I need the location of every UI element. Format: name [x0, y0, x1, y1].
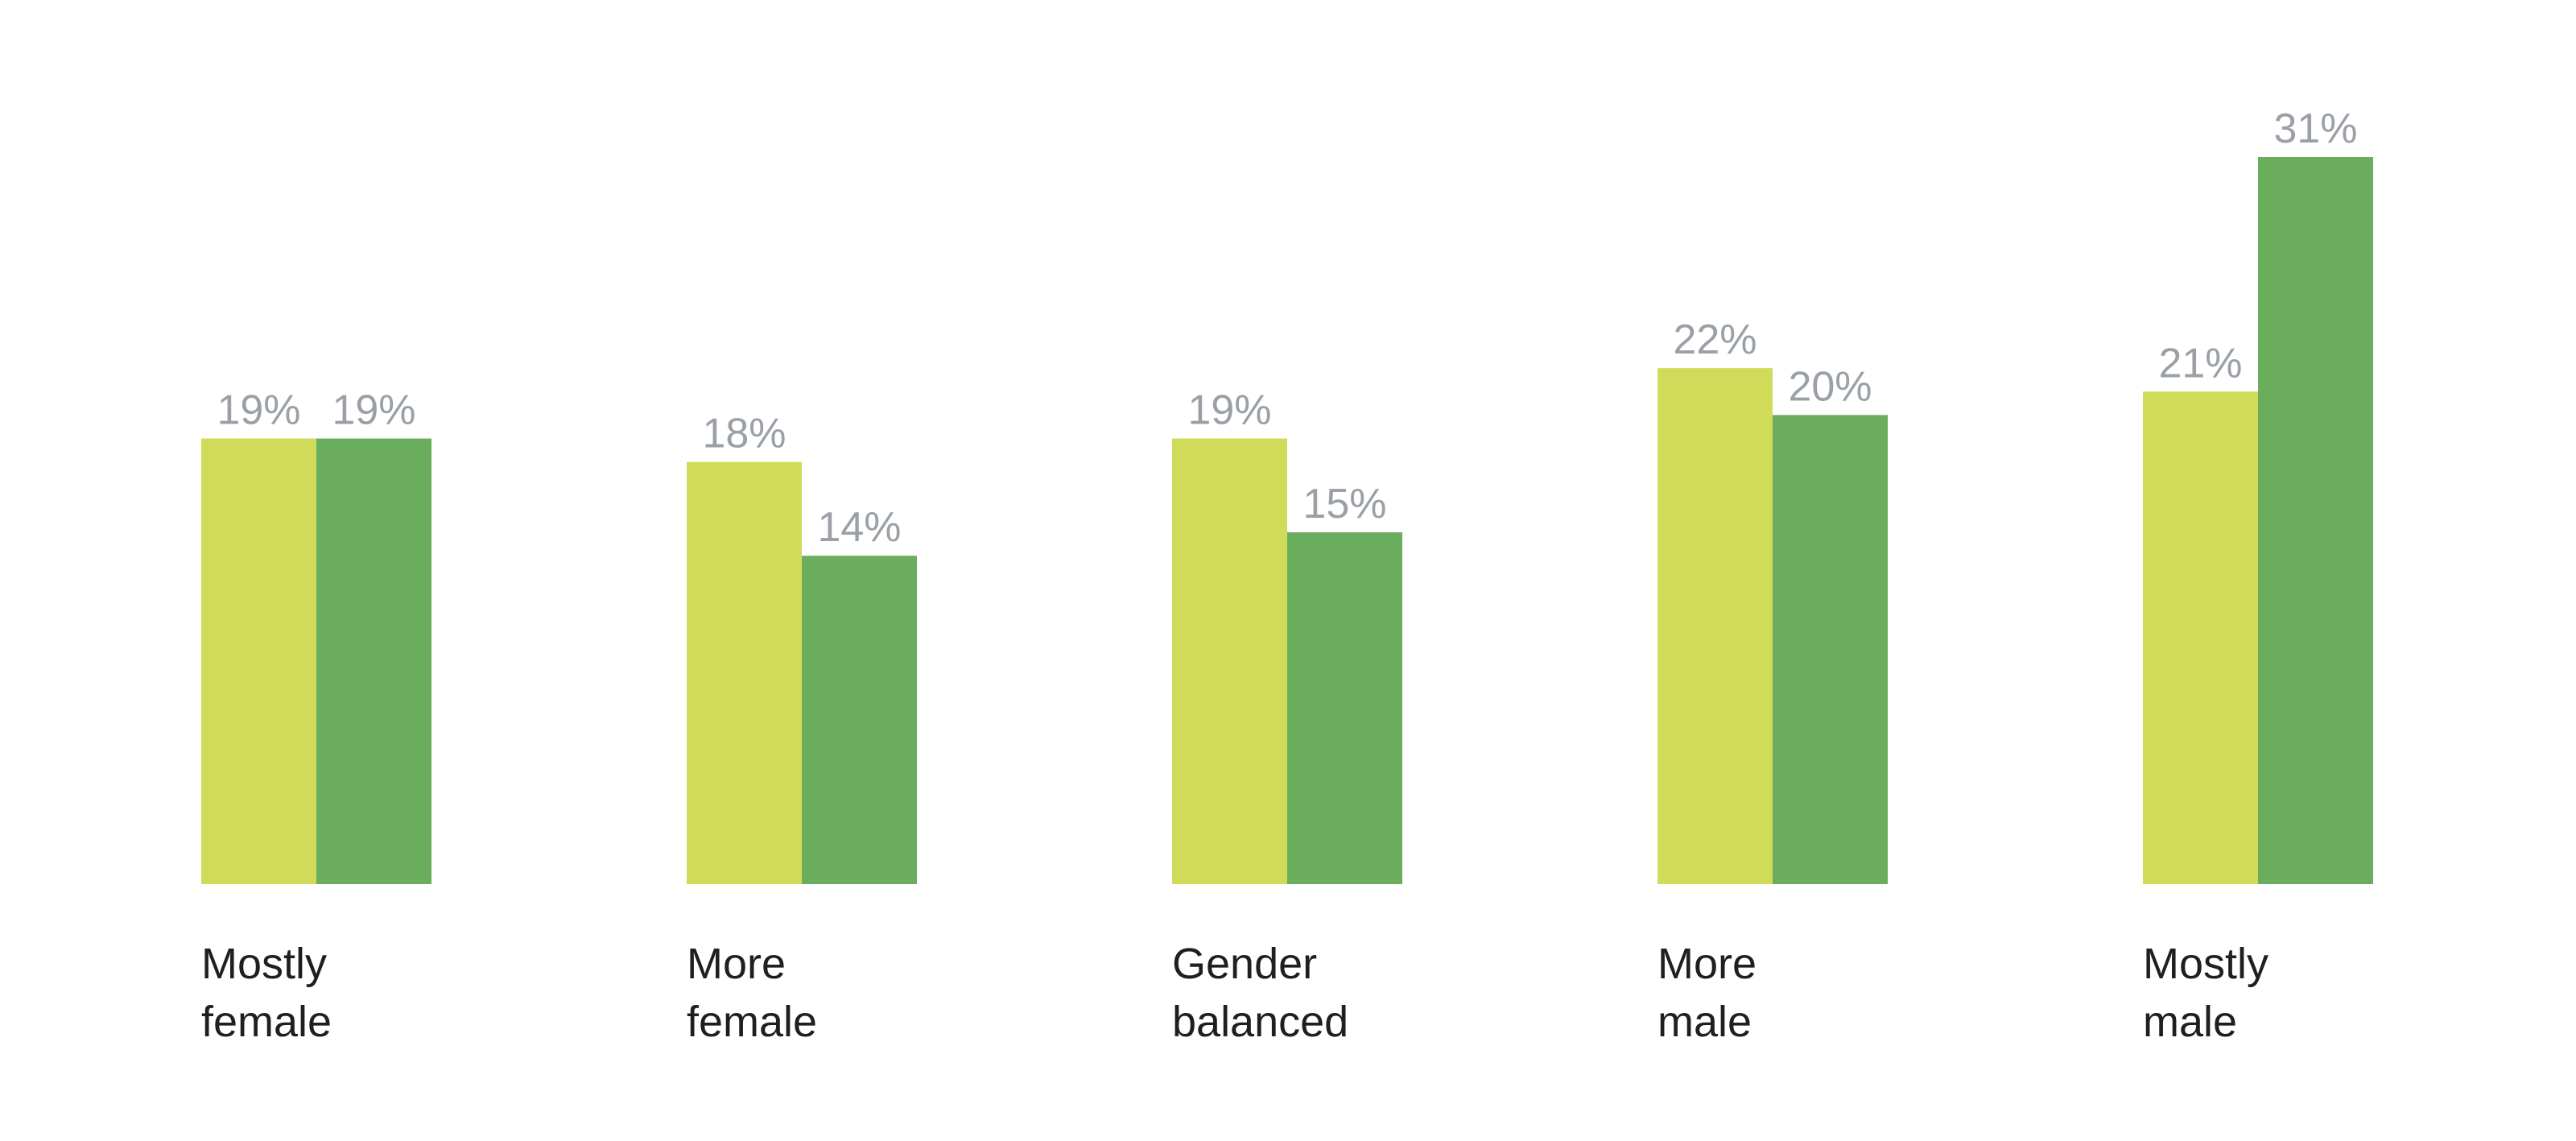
bar-series-1-1 [687, 461, 802, 884]
category-label-4-line-1: Mostly [2143, 940, 2268, 988]
bar-series-1-3 [1657, 368, 1773, 885]
category-label-0-line-2: female [201, 998, 332, 1046]
category-label-0-line-1: Mostly [201, 940, 327, 988]
value-label-series-1-1: 18% [702, 411, 786, 457]
bar-series-2-1 [802, 556, 917, 884]
bar-series-2-4 [2258, 157, 2373, 884]
value-label-series-2-2: 15% [1302, 481, 1386, 527]
value-label-series-2-1: 14% [817, 504, 901, 551]
category-labels-layer: Mostly female More female Gender balanced More… [201, 940, 2268, 1046]
bar-series-2-3 [1773, 415, 1888, 884]
category-label-3-line-2: male [1657, 998, 1752, 1046]
value-label-series-1-3: 22% [1673, 316, 1757, 363]
category-label-2-line-1: Gender [1172, 940, 1317, 988]
bar-series-1-0 [201, 438, 316, 884]
value-label-series-2-4: 31% [2273, 105, 2357, 152]
bar-series-1-4 [2143, 391, 2258, 885]
value-label-series-1-2: 19% [1187, 387, 1271, 434]
category-label-1-line-1: More [687, 940, 786, 988]
bar-series-2-2 [1287, 532, 1402, 884]
category-label-3-line-1: More [1657, 940, 1757, 988]
bars-layer [201, 157, 2373, 885]
category-label-2-line-2: balanced [1172, 998, 1348, 1046]
category-label-4-line-2: male [2143, 998, 2237, 1046]
value-label-series-2-0: 19% [332, 387, 415, 434]
category-label-1-line-2: female [687, 998, 817, 1046]
value-label-series-2-3: 20% [1788, 363, 1872, 410]
value-label-series-1-0: 19% [217, 387, 300, 434]
value-label-series-1-4: 21% [2158, 340, 2242, 387]
bar-series-1-2 [1172, 438, 1287, 884]
value-labels-layer: 19% 19% 18% 14% 19% 15% 22% 20% 21% 31% [217, 105, 2357, 551]
bar-series-2-0 [316, 438, 431, 884]
